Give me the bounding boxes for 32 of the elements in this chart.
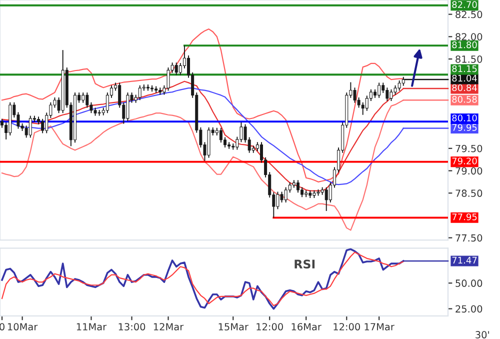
- ref-line-label: 81.15: [452, 65, 477, 72]
- y-tick-label: 82.50: [456, 10, 482, 18]
- ref-line-label: 81.80: [452, 41, 477, 48]
- x-tick-label: 11Mar: [76, 323, 107, 330]
- y-tick-label: 82.00: [456, 33, 482, 40]
- data-label: 80.84: [452, 84, 477, 92]
- data-label: 79.95: [452, 124, 477, 131]
- y-tick-label: 77.50: [456, 234, 482, 242]
- y-tick-label: 25.00: [456, 305, 482, 313]
- data-label: 71.47: [452, 256, 477, 264]
- ref-line-label: 82.70: [452, 1, 477, 8]
- x-tick-label: 10Mar: [8, 323, 38, 330]
- x-tick-label: 12Mar: [154, 323, 184, 330]
- ref-line-label: 79.20: [452, 158, 477, 164]
- x-tick-label: 16Mar: [292, 323, 322, 330]
- ref-line-label: 80.10: [452, 114, 477, 122]
- ref-line-label: 77.95: [452, 213, 477, 220]
- y-tick-label: 78.50: [456, 190, 482, 197]
- x-tick-label: 17Mar: [364, 323, 394, 330]
- x-tick-label: 12:00: [334, 323, 360, 330]
- x-tick-label: 15Mar: [218, 323, 248, 330]
- y-tick-label: 50.00: [456, 280, 482, 287]
- text: RSI: [294, 260, 315, 269]
- x-tick-label: 13:00: [118, 323, 146, 330]
- text: 30': [476, 331, 489, 338]
- y-tick-label: 81.50: [456, 55, 482, 63]
- data-label: 80.58: [452, 96, 477, 103]
- x-tick-label: 0: [0, 323, 4, 330]
- x-tick-label: 12:00: [256, 323, 283, 330]
- y-tick-label: 79.50: [456, 144, 482, 152]
- text: 81.04: [452, 74, 477, 82]
- y-tick-label: 79.00: [456, 167, 482, 175]
